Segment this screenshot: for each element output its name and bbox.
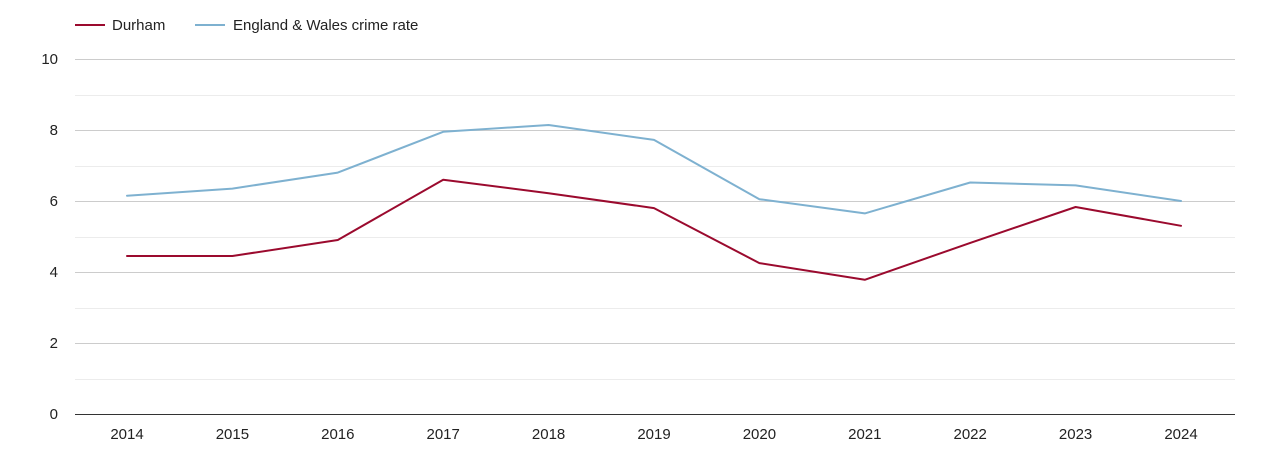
- gridlines: [75, 59, 1235, 380]
- legend: Durham England & Wales crime rate: [75, 17, 418, 34]
- x-tick-label: 2020: [743, 426, 776, 443]
- y-tick-label: 0: [50, 406, 58, 423]
- y-tick-label: 2: [50, 335, 58, 352]
- legend-label-england-wales: England & Wales crime rate: [233, 17, 418, 34]
- x-axis-ticks: 2014 2015 2016 2017 2018 2019 2020 2021 2022 2023…: [110, 426, 1197, 443]
- series-lines: [126, 124, 1182, 281]
- legend-label-durham: Durham: [112, 17, 165, 34]
- y-tick-label: 6: [50, 193, 58, 210]
- y-tick-label: 4: [50, 264, 58, 281]
- x-tick-label: 2019: [637, 426, 670, 443]
- x-tick-label: 2016: [321, 426, 354, 443]
- y-tick-label: 8: [50, 122, 58, 139]
- x-tick-label: 2018: [532, 426, 565, 443]
- y-tick-label: 10: [41, 51, 58, 68]
- x-tick-label: 2024: [1164, 426, 1197, 443]
- y-axis-ticks: 0 2 4 6 8 10: [41, 51, 58, 423]
- x-tick-label: 2014: [110, 426, 143, 443]
- x-tick-label: 2017: [427, 426, 460, 443]
- x-tick-label: 2021: [848, 426, 881, 443]
- series-line-durham: [126, 178, 1182, 281]
- series-line-england-wales-crime-rate: [126, 124, 1182, 215]
- x-tick-label: 2022: [954, 426, 987, 443]
- x-tick-label: 2023: [1059, 426, 1092, 443]
- x-tick-label: 2015: [216, 426, 249, 443]
